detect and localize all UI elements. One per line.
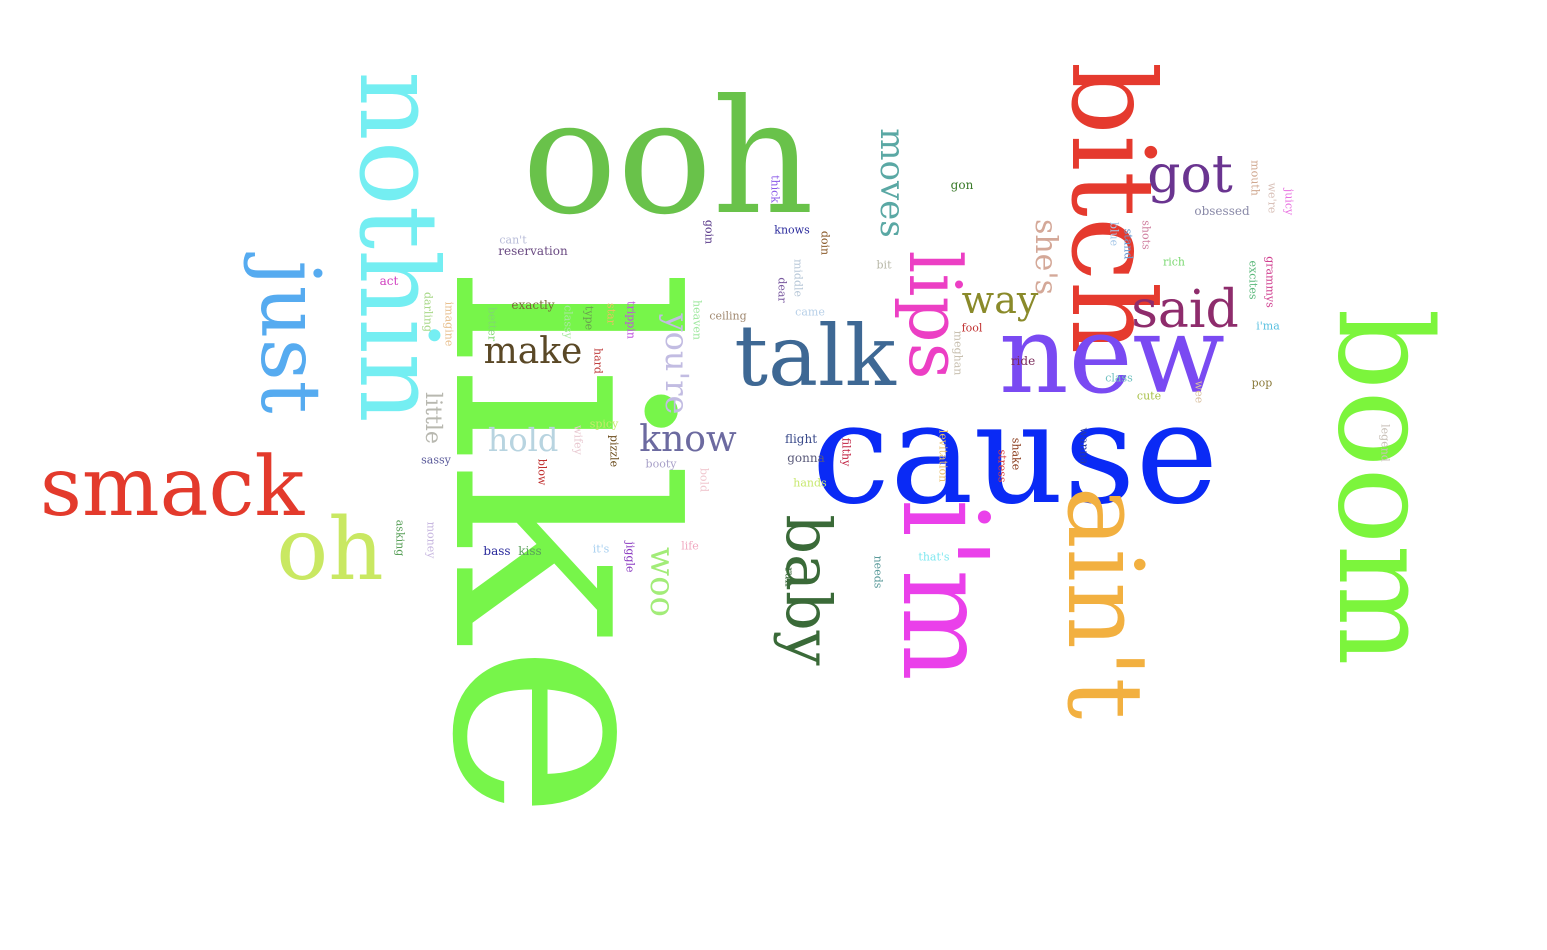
word-booty: booty <box>645 457 677 471</box>
word-trippin: trippin <box>624 301 638 339</box>
word-gonna: gonna <box>787 451 825 465</box>
word-flight: flight <box>784 432 818 446</box>
word-stress: stress <box>995 449 1009 483</box>
word-make: make <box>483 331 583 372</box>
word-goin: goin <box>702 219 716 245</box>
word-little: little <box>420 392 445 444</box>
word-bit: bit <box>876 258 892 272</box>
word-cute: cute <box>1136 389 1162 403</box>
word-imagine: imagine <box>442 301 456 347</box>
word-gon: gon <box>950 178 974 192</box>
word-sassy: sassy <box>421 453 451 467</box>
word-hold: hold <box>487 421 559 459</box>
word-star: star <box>604 303 618 325</box>
word-heaven: heaven <box>690 300 704 340</box>
word-we-re: we're <box>1265 182 1279 214</box>
word-reservation: reservation <box>498 244 568 258</box>
word-levitation: levitation <box>936 429 950 483</box>
word-blow: blow <box>535 458 549 486</box>
word-juicy: juicy <box>1282 188 1296 216</box>
word-cause: cause <box>811 373 1219 536</box>
word-hard: hard <box>591 348 605 374</box>
word-bold: bold <box>697 467 711 493</box>
word-i-ma: i'ma <box>1256 319 1280 333</box>
word-doin: doin <box>818 230 832 256</box>
word-ain-t: ain't <box>1044 486 1166 720</box>
word-new: new <box>999 293 1225 418</box>
word-shots: shots <box>1139 220 1153 250</box>
word-woo: woo <box>642 546 682 618</box>
word-knows: knows <box>774 223 810 237</box>
word-hands: hands <box>793 476 827 490</box>
word-said: said <box>1131 280 1239 340</box>
word-just: just <box>242 260 337 414</box>
word-can-t: can't <box>499 233 527 247</box>
word-ooh: ooh <box>521 66 815 250</box>
word-smack: smack <box>39 440 305 535</box>
word-bass: bass <box>483 544 511 558</box>
word-kiss: kiss <box>518 544 542 558</box>
word-i-m: i'm <box>876 498 1014 682</box>
word-thick: thick <box>768 175 782 203</box>
word-run: run <box>782 567 796 587</box>
word-stand: stand <box>1121 228 1135 260</box>
word-talk: talk <box>734 307 896 405</box>
word-blue: blue <box>1107 221 1121 247</box>
word-spicy: spicy <box>589 417 619 431</box>
word-ceiling: ceiling <box>709 309 747 323</box>
word-mouth: mouth <box>1248 160 1262 196</box>
word-type: type <box>582 305 596 331</box>
word-act: act <box>379 274 399 288</box>
word-wifey: wifey <box>571 425 585 455</box>
word-came: came <box>795 305 825 319</box>
word-know: know <box>639 419 737 460</box>
word-asking: asking <box>393 519 407 557</box>
word-pop: pop <box>1251 376 1273 390</box>
word-wee: wee <box>1192 380 1206 404</box>
word-excites: excites <box>1246 260 1260 300</box>
word-wanna: wanna <box>1077 427 1091 465</box>
word-life: life <box>681 539 699 553</box>
word-ride: ride <box>1010 354 1036 368</box>
word-fool: fool <box>961 321 983 335</box>
word-baby: baby <box>772 514 845 666</box>
word-it-s: it's <box>592 542 610 556</box>
word-grammys: grammys <box>1263 256 1277 308</box>
word-needs: needs <box>871 555 885 589</box>
word-pizzle: pizzle <box>607 434 621 468</box>
word-legend: legend <box>1378 424 1392 462</box>
word-got: got <box>1147 145 1233 205</box>
word-meghan: meghan <box>951 330 965 376</box>
word-better: better <box>485 306 499 342</box>
word-oh: oh <box>276 500 384 600</box>
word-money: money <box>424 521 438 559</box>
word-obsessed: obsessed <box>1194 204 1250 218</box>
word-darling: darling <box>421 291 435 333</box>
word-filthy: filthy <box>839 437 853 467</box>
word-way: way <box>961 278 1039 322</box>
word-shake: shake <box>1009 437 1023 471</box>
word-moves: moves <box>872 128 912 238</box>
word-rich: rich <box>1162 255 1186 269</box>
word-classy: classy <box>561 305 575 339</box>
word-class: class <box>1105 371 1133 385</box>
word-jiggle: jiggle <box>623 541 637 573</box>
word-exactly: exactly <box>511 298 555 312</box>
word-you-re: you're <box>658 313 696 415</box>
word-boom: boom <box>1309 308 1458 666</box>
word-middle: middle <box>791 258 805 298</box>
word-dear: dear <box>775 277 789 303</box>
word-nothin: nothin <box>335 71 460 423</box>
word-that-s: that's <box>918 550 950 564</box>
